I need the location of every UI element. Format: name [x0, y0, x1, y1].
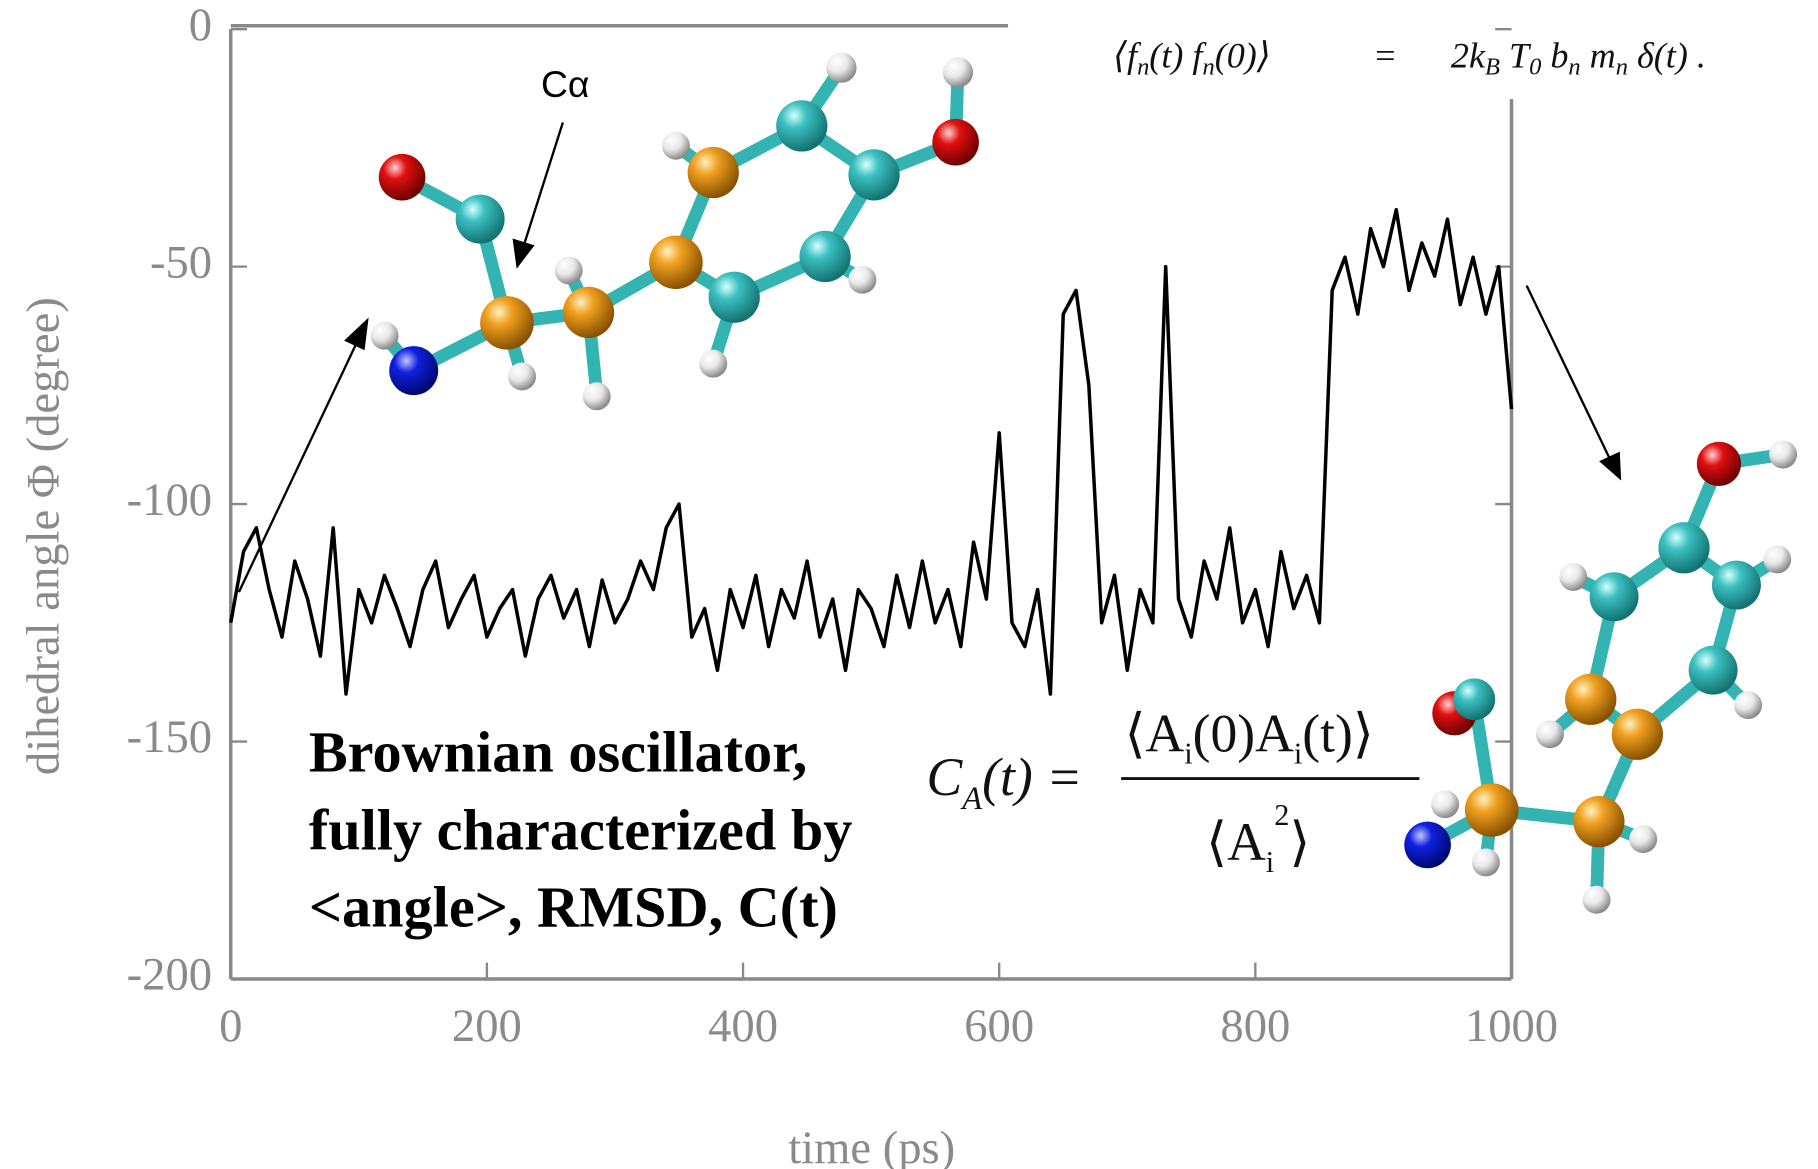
eq-part: (0)⟩: [1215, 36, 1271, 76]
y-tick-label: -50: [150, 236, 212, 288]
x-axis-title: time (ps): [788, 1122, 955, 1169]
formula-part: C: [926, 747, 963, 807]
formula-part: ⟩: [1289, 812, 1310, 872]
data-line: [229, 207, 1514, 696]
x-tick-label: 0: [219, 1000, 242, 1052]
eq-sub: n: [1202, 54, 1214, 81]
equation-equals: =: [1375, 36, 1395, 76]
y-axis-title: dihedral angle Φ (degree): [17, 297, 69, 775]
x-tick-label: 800: [1220, 1000, 1290, 1052]
eq-sub: n: [1568, 54, 1580, 81]
y-tick-label: 0: [189, 0, 212, 51]
eq-sub: B: [1485, 54, 1500, 81]
formula-sub: i: [1266, 845, 1274, 879]
eq-sub: 0: [1529, 54, 1541, 81]
equation-lhs: ⟨fn(t) fn(0)⟩: [1113, 36, 1271, 81]
formula-part: (t)⟩: [1302, 704, 1374, 764]
formula-sup: 2: [1274, 798, 1289, 832]
formula-part: ⟨A: [1125, 704, 1185, 764]
noise-equation: ⟨fn(t) fn(0)⟩ = 2kB T0 bn mn δ(t) .: [1113, 36, 1706, 81]
caption-line: <angle>, RMSD, C(t): [309, 875, 838, 940]
c-alpha-label: Cα: [541, 63, 589, 105]
correlation-formula: CA(t) = ⟨Ai(0)Ai(t)⟩ ⟨Ai2⟩: [926, 704, 1420, 879]
eq-sub: n: [1616, 54, 1628, 81]
eq-part: δ(t) .: [1628, 36, 1706, 76]
eq-sub: n: [1137, 54, 1149, 81]
formula-part: (t) =: [982, 747, 1082, 807]
formula-sub: i: [1294, 736, 1302, 770]
formula-part: (0)A: [1193, 704, 1294, 764]
equation-rhs: 2kB T0 bn mn δ(t) .: [1451, 36, 1706, 81]
x-tick-label: 600: [964, 1000, 1034, 1052]
formula-part: ⟨A: [1206, 812, 1266, 872]
eq-part: b: [1541, 36, 1568, 76]
x-tick-label: 200: [452, 1000, 522, 1052]
arrows: [237, 122, 1622, 593]
formula-sub: i: [1184, 736, 1192, 770]
x-tick-label: 400: [708, 1000, 778, 1052]
eq-part: m: [1581, 36, 1616, 76]
caption-line: fully characterized by: [309, 798, 853, 863]
formula-sub: A: [960, 781, 983, 817]
eq-part: 2k: [1451, 36, 1486, 76]
eq-part: T: [1500, 36, 1532, 76]
y-tick-label: -150: [127, 711, 212, 763]
caption: Brownian oscillator, fully characterized…: [309, 720, 853, 940]
formula-denominator: ⟨Ai2⟩: [1206, 798, 1310, 879]
molecule-right: [1404, 440, 1798, 914]
caption-line: Brownian oscillator,: [309, 720, 807, 785]
eq-part: (t) f: [1149, 36, 1207, 76]
y-tick-label: -200: [127, 949, 212, 1001]
molecule-left: [370, 52, 979, 411]
x-tick-label: 1000: [1465, 1000, 1558, 1052]
formula-lhs: CA(t) =: [926, 747, 1082, 817]
formula-numerator: ⟨Ai(0)Ai(t)⟩: [1125, 704, 1374, 771]
y-tick-label: -100: [127, 474, 212, 526]
